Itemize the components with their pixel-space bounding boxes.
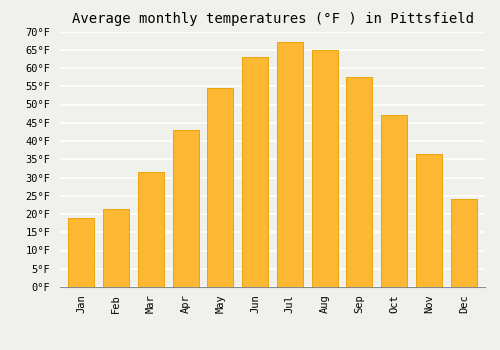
Bar (242, 57, 268, 287)
Bar (68, 218, 94, 287)
Bar (208, 88, 234, 287)
Bar (346, 77, 372, 287)
Bar (172, 130, 199, 287)
Bar (450, 199, 477, 287)
Bar (312, 50, 338, 287)
Bar (277, 42, 303, 287)
Bar (103, 209, 129, 287)
Bar (103, 209, 129, 287)
Bar (138, 172, 164, 287)
Bar (138, 172, 164, 287)
Bar (208, 88, 234, 287)
Bar (68, 218, 94, 287)
Bar (416, 154, 442, 287)
Bar (242, 57, 268, 287)
Bar (416, 154, 442, 287)
Bar (450, 199, 477, 287)
Bar (381, 116, 407, 287)
Bar (381, 116, 407, 287)
Title: Average monthly temperatures (°F ) in Pittsfield: Average monthly temperatures (°F ) in Pi… (72, 12, 473, 26)
Bar (172, 130, 199, 287)
Bar (277, 42, 303, 287)
Bar (346, 77, 372, 287)
Bar (312, 50, 338, 287)
